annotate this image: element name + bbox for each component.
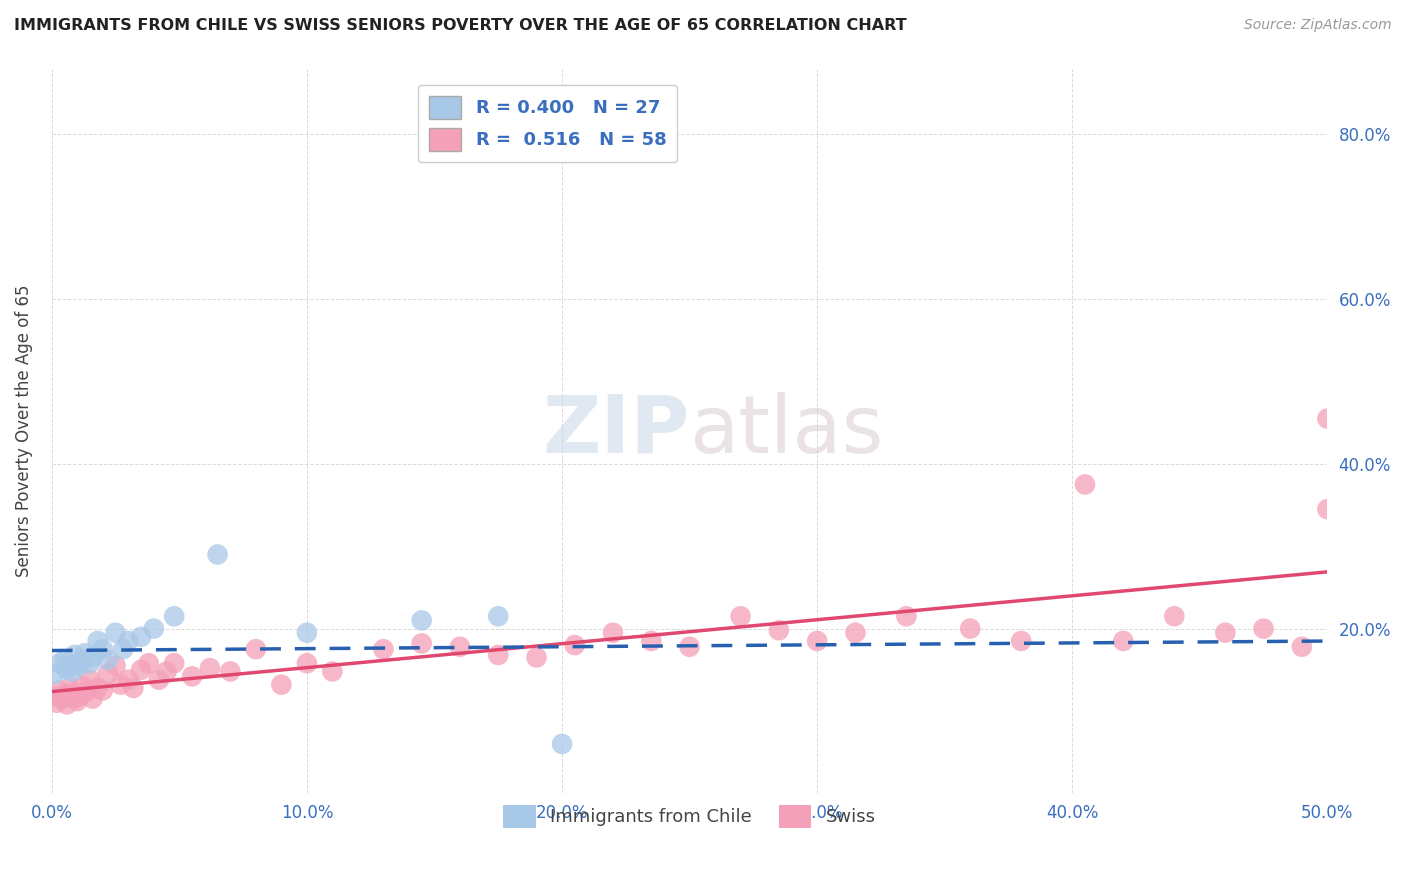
Point xyxy=(1291,640,1313,654)
Point xyxy=(73,646,96,660)
Point xyxy=(48,683,70,698)
Point xyxy=(53,653,76,667)
Point xyxy=(69,658,91,673)
Point xyxy=(59,658,82,673)
Point xyxy=(295,625,318,640)
Text: ZIP: ZIP xyxy=(543,392,689,470)
Point xyxy=(551,737,574,751)
Point xyxy=(73,686,96,700)
Text: atlas: atlas xyxy=(689,392,884,470)
Point xyxy=(66,694,89,708)
Point xyxy=(806,634,828,648)
Point xyxy=(1253,622,1275,636)
Point xyxy=(45,696,67,710)
Point xyxy=(270,678,292,692)
Point xyxy=(181,669,204,683)
Point xyxy=(1316,411,1339,425)
Point xyxy=(295,657,318,671)
Point xyxy=(51,691,73,706)
Point xyxy=(82,691,104,706)
Point xyxy=(60,686,83,700)
Point xyxy=(91,642,114,657)
Point xyxy=(602,625,624,640)
Point xyxy=(63,648,86,662)
Y-axis label: Seniors Poverty Over the Age of 65: Seniors Poverty Over the Age of 65 xyxy=(15,285,32,577)
Point xyxy=(72,653,94,667)
Point xyxy=(844,625,866,640)
Point xyxy=(129,630,152,644)
Point xyxy=(63,691,86,706)
Point xyxy=(768,624,790,638)
Point xyxy=(72,679,94,693)
Point xyxy=(117,673,139,687)
Point xyxy=(640,634,662,648)
Point xyxy=(1163,609,1185,624)
Point xyxy=(91,683,114,698)
Point xyxy=(564,638,586,652)
Point xyxy=(142,622,165,636)
Point xyxy=(53,688,76,702)
Point xyxy=(678,640,700,654)
Point xyxy=(110,678,132,692)
Point xyxy=(69,689,91,703)
Point xyxy=(48,657,70,671)
Point xyxy=(138,657,160,671)
Point xyxy=(411,636,433,650)
Point xyxy=(411,613,433,627)
Point xyxy=(207,548,229,562)
Point xyxy=(129,663,152,677)
Point xyxy=(198,661,221,675)
Point xyxy=(82,650,104,665)
Point xyxy=(321,665,343,679)
Point xyxy=(486,609,509,624)
Point xyxy=(148,673,170,687)
Point xyxy=(373,642,395,657)
Text: Source: ZipAtlas.com: Source: ZipAtlas.com xyxy=(1244,18,1392,32)
Legend: Immigrants from Chile, Swiss: Immigrants from Chile, Swiss xyxy=(496,797,883,835)
Point xyxy=(730,609,752,624)
Point xyxy=(163,657,186,671)
Point xyxy=(896,609,918,624)
Point xyxy=(86,681,108,695)
Point xyxy=(1112,634,1135,648)
Point xyxy=(449,640,471,654)
Point xyxy=(44,689,66,703)
Point xyxy=(104,625,127,640)
Point xyxy=(97,667,120,681)
Point xyxy=(155,665,177,679)
Point xyxy=(245,642,267,657)
Point xyxy=(122,681,145,695)
Point xyxy=(56,663,79,677)
Point xyxy=(79,673,101,687)
Text: IMMIGRANTS FROM CHILE VS SWISS SENIORS POVERTY OVER THE AGE OF 65 CORRELATION CH: IMMIGRANTS FROM CHILE VS SWISS SENIORS P… xyxy=(14,18,907,33)
Point xyxy=(60,665,83,679)
Point xyxy=(66,657,89,671)
Point xyxy=(97,653,120,667)
Point xyxy=(1074,477,1097,491)
Point xyxy=(1316,502,1339,516)
Point xyxy=(86,634,108,648)
Point xyxy=(959,622,981,636)
Point xyxy=(117,634,139,648)
Point xyxy=(56,698,79,712)
Point xyxy=(44,667,66,681)
Point xyxy=(486,648,509,662)
Point xyxy=(1010,634,1032,648)
Point xyxy=(1215,625,1237,640)
Point xyxy=(112,642,135,657)
Point xyxy=(79,657,101,671)
Point xyxy=(104,658,127,673)
Point xyxy=(526,650,548,665)
Point xyxy=(163,609,186,624)
Point xyxy=(59,681,82,695)
Point xyxy=(219,665,242,679)
